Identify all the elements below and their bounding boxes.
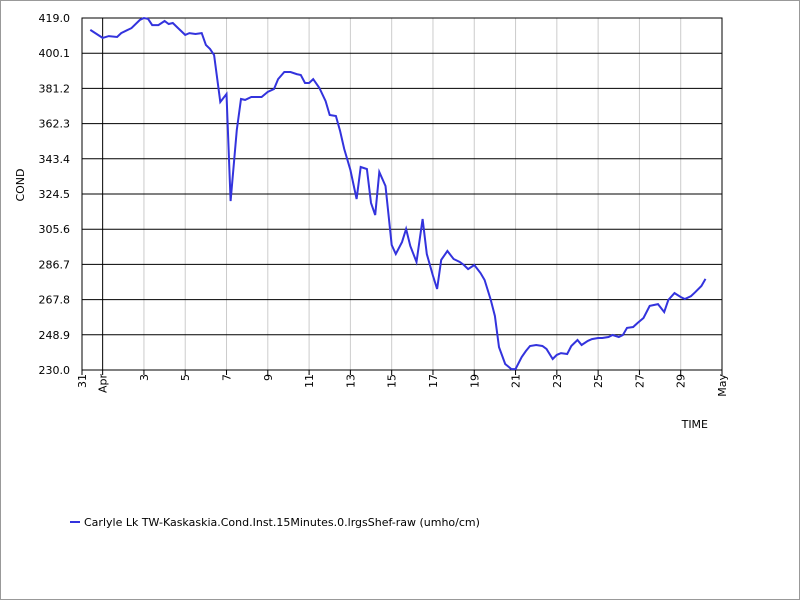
x-tick-label: May (716, 374, 729, 397)
x-tick-label: 13 (344, 374, 357, 388)
y-tick-label: 343.4 (39, 153, 71, 166)
x-axis-label: TIME (681, 418, 708, 431)
x-tick-label: 31 (76, 374, 89, 388)
x-tick-label: 17 (427, 374, 440, 388)
y-tick-label: 419.0 (39, 12, 71, 25)
legend-label: Carlyle Lk TW-Kaskaskia.Cond.Inst.15Minu… (84, 516, 480, 529)
x-tick-label: 19 (468, 374, 481, 388)
x-tick-label: 27 (633, 374, 646, 388)
x-tick-label: 15 (386, 374, 399, 388)
x-tick-label: 3 (138, 374, 151, 381)
x-tick-label: 5 (179, 374, 192, 381)
x-tick-label: 25 (592, 374, 605, 388)
x-tick-label: 23 (551, 374, 564, 388)
x-tick-label: 29 (675, 374, 688, 388)
y-tick-label: 286.7 (39, 258, 71, 271)
y-tick-label: 267.8 (39, 294, 71, 307)
x-tick-label: 7 (221, 374, 234, 381)
x-tick-label: 21 (510, 374, 523, 388)
y-tick-label: 381.2 (39, 82, 71, 95)
y-tick-label: 248.9 (39, 329, 71, 342)
y-tick-label: 324.5 (39, 188, 71, 201)
y-tick-label: 400.1 (39, 47, 71, 60)
x-tick-label: 9 (262, 374, 275, 381)
y-tick-label: 230.0 (39, 364, 71, 377)
y-axis-label: COND (14, 168, 27, 201)
data-line (89, 16, 707, 371)
x-tick-label: Apr (97, 374, 110, 394)
y-tick-label: 305.6 (39, 223, 71, 236)
x-tick-label: 11 (303, 374, 316, 388)
y-tick-label: 362.3 (39, 118, 71, 131)
